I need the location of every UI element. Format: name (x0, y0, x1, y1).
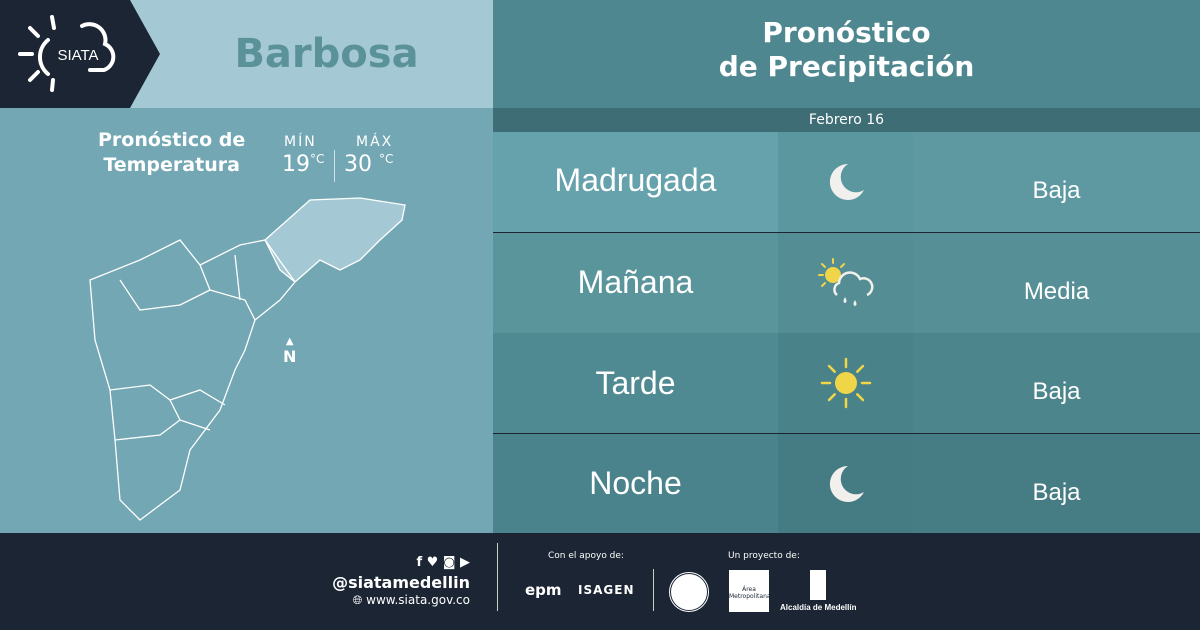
precip-level: Baja (913, 433, 1200, 534)
social-handle[interactable]: @siatamedellin (332, 573, 470, 592)
sun-cloud-rain-icon (778, 232, 913, 333)
max-value: 30 °C (344, 152, 394, 177)
precip-title-line2: de Precipitación (718, 50, 975, 83)
min-value: 19°C (282, 152, 325, 177)
moon-icon (778, 132, 913, 232)
area-metropolitana-logo: Área Metropolitana (729, 570, 771, 612)
temperature-title: Pronóstico de Temperatura (98, 128, 245, 178)
alcaldia-emblem (810, 570, 826, 600)
sun-icon (778, 333, 913, 433)
website-link[interactable]: 🌐︎ www.siata.gov.co (352, 593, 470, 607)
north-indicator: ▲ N (283, 336, 297, 366)
divider (653, 569, 654, 611)
forecast-row: Mañana Media (493, 232, 1200, 333)
forecast-row: Madrugada Baja (493, 132, 1200, 232)
precip-level: Baja (913, 333, 1200, 433)
isagen-logo: ISAGEN (578, 583, 635, 597)
period-label: Madrugada (493, 132, 778, 232)
temp-title-line1: Pronóstico de (98, 129, 246, 151)
moon-icon (778, 433, 913, 534)
forecast-date: Febrero 16 (493, 108, 1200, 132)
forecast-row: Noche Baja (493, 433, 1200, 534)
alcaldia-label: Alcaldía de Medellín (780, 603, 857, 612)
precip-title-line1: Pronóstico (762, 16, 931, 49)
precip-level: Baja (913, 132, 1200, 232)
min-label: MÍN (284, 134, 317, 150)
period-label: Tarde (493, 333, 778, 433)
divider (497, 543, 498, 611)
forecast-row: Tarde Baja (493, 333, 1200, 433)
globe-icon: 🌐︎ (352, 593, 367, 607)
precip-header: Pronóstico de Precipitación (493, 0, 1200, 108)
university-seal (668, 571, 710, 613)
logo-text: SIATA (57, 47, 98, 64)
project-label: Un proyecto de: (728, 551, 800, 561)
municipality-map (89, 197, 406, 521)
precip-level: Media (913, 232, 1200, 333)
support-label: Con el apoyo de: (548, 551, 624, 561)
siata-logo: SIATA (0, 0, 160, 108)
social-icons[interactable]: f ♥ ◙ ▶ (416, 555, 471, 570)
temperature-panel (0, 108, 493, 533)
period-label: Noche (493, 433, 778, 534)
footer: f ♥ ◙ ▶ @siatamedellin 🌐︎ www.siata.gov.… (0, 533, 1200, 630)
epm-logo: epm (525, 581, 562, 599)
temp-title-line2: Temperatura (103, 154, 240, 176)
divider (334, 150, 335, 182)
city-name: Barbosa (234, 31, 419, 77)
max-label: MÁX (356, 134, 394, 150)
period-label: Mañana (493, 232, 778, 333)
